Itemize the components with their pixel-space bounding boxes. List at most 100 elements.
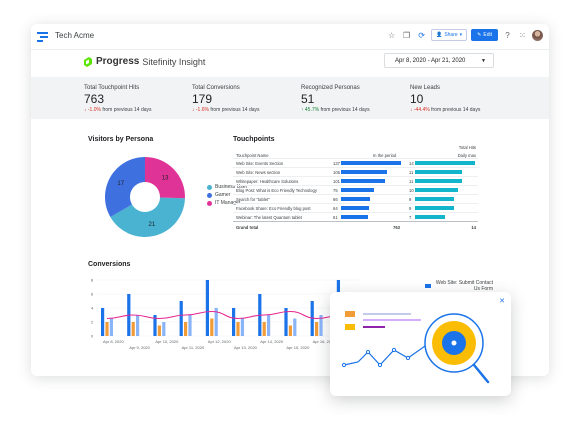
table-row[interactable]: Blog Post: What is Eco Friendly Technolo… [233, 185, 478, 194]
bar[interactable] [157, 325, 161, 337]
bar[interactable] [179, 301, 183, 336]
conversions-title: Conversions [88, 261, 131, 268]
pie-slice-label: 13 [162, 176, 169, 182]
caret-down-icon: ▼ [481, 57, 486, 64]
table-row[interactable]: Webinar: The latest Quantum tablet 61 7 [233, 212, 478, 221]
bar[interactable] [262, 322, 266, 336]
kpi-change-row: ↓ -1.0% from previous 14 days [84, 107, 152, 113]
kpi-change: ↓ -1.6% [192, 107, 209, 113]
analytics-illustration-card: ✕ [330, 292, 511, 396]
refresh-icon[interactable]: ⟳ [418, 30, 425, 40]
kpi-change-row: ↓ -44.4% from previous 14 days [410, 107, 480, 113]
bar[interactable] [210, 318, 214, 337]
bar[interactable] [109, 318, 113, 337]
bar[interactable] [162, 322, 166, 336]
kpi-change: ↑ 45.7% [301, 107, 320, 113]
pie-slice-gamer[interactable] [105, 157, 145, 217]
daily-bar [415, 161, 475, 165]
persona-legend: Business User Gamer IT Manager [207, 184, 247, 208]
kpi-recognized-personas: Recognized Personas 51 ↑ 45.7% from prev… [301, 85, 370, 113]
y-tick-label: 6 [91, 292, 94, 297]
trend-line[interactable] [106, 310, 343, 320]
daily-value: 11 [409, 170, 414, 175]
legend-item[interactable]: IT Manager [207, 200, 247, 206]
edit-label: Edit [483, 32, 492, 38]
star-icon[interactable]: ☆ [387, 30, 396, 40]
table-row[interactable]: Whitepaper: Healthcare Solutions 101 11 [233, 176, 478, 185]
x-tick-label: Apr 10, 2020 [155, 339, 179, 344]
period-value: 64 [333, 206, 338, 211]
x-tick-label: Apr 13, 2020 [234, 345, 258, 350]
analytics-illustration [341, 311, 490, 384]
kpi-value: 179 [192, 92, 213, 106]
col-name-header[interactable]: Touchpoint Name [236, 153, 269, 158]
bar[interactable] [236, 322, 240, 336]
persona-pie-chart[interactable]: 21 17 13 [85, 152, 205, 242]
x-tick-label: Apr 14, 2020 [260, 339, 284, 344]
bar[interactable] [319, 315, 323, 336]
table-body: Web Site: Events Section 137 14 Web Site: N… [233, 158, 478, 221]
table-row[interactable]: Search for "tablet" 66 9 [233, 194, 478, 203]
total-hits-header: Total Hits [458, 145, 476, 150]
bar[interactable] [188, 315, 192, 336]
daily-value: 10 [409, 188, 414, 193]
col-daily-header[interactable]: Daily max [457, 153, 476, 158]
bar[interactable] [240, 318, 244, 337]
kpi-new-leads: New Leads 10 ↓ -44.4% from previous 14 d… [410, 85, 480, 113]
app-logo-icon[interactable] [37, 31, 48, 43]
period-value: 101 [333, 179, 340, 184]
bar[interactable] [293, 318, 297, 337]
toolbar: ☆ ❐ ⟳ 👤 Share ▾ ✎ Edit ? ⁙ [386, 29, 543, 41]
period-bar [341, 197, 370, 201]
illustration-trend-points [341, 347, 411, 368]
col-period-header[interactable]: In the period [373, 153, 397, 158]
daily-bar [415, 170, 463, 174]
copy-icon[interactable]: ❐ [402, 30, 411, 40]
legend-item[interactable]: Web Site: Submit Contact Us Form [425, 280, 493, 292]
pie-slice-business-user[interactable] [110, 197, 185, 237]
daily-value: 9 [409, 206, 412, 211]
touchpoints-table: Total Hits Touchpoint Name In the period… [233, 145, 478, 231]
x-tick-label: Apr 16, 2020 [313, 339, 337, 344]
bar[interactable] [205, 280, 209, 336]
bar[interactable] [153, 315, 157, 336]
bar[interactable] [184, 322, 188, 336]
bar[interactable] [315, 322, 319, 336]
bar[interactable] [131, 322, 135, 336]
kpi-change: ↓ -44.4% [410, 107, 430, 113]
bar[interactable] [136, 315, 140, 336]
table-row[interactable]: Web Site: News section 106 11 [233, 167, 478, 176]
kpi-value: 51 [301, 92, 315, 106]
table-row[interactable]: Facebook Share: Eco Friendly blog post 64… [233, 203, 478, 212]
share-button[interactable]: 👤 Share ▾ [431, 29, 468, 41]
date-range-select[interactable]: Apr 8, 2020 - Apr 21, 2020 ▼ [384, 53, 494, 68]
legend-item[interactable]: Gamer [207, 192, 247, 198]
x-tick-label: Apr 11, 2020 [182, 345, 205, 350]
bar[interactable] [214, 308, 218, 336]
bar[interactable] [288, 325, 292, 337]
conversions-chart[interactable]: 8 6 4 2 0 Apr 8, 2020 Apr 10, 2020 Apr 12, 2020… [81, 276, 361, 356]
pie-slice-it-manager[interactable] [145, 157, 185, 199]
pie-slice-label: 17 [117, 181, 124, 187]
illustration-orange-block [345, 311, 355, 317]
close-icon[interactable]: ✕ [499, 298, 505, 305]
x-tick-label: Apr 9, 2020 [129, 345, 150, 350]
bar[interactable] [101, 308, 105, 336]
progress-logo-icon [84, 56, 92, 67]
avatar[interactable] [532, 29, 543, 41]
bar[interactable] [284, 308, 288, 336]
apps-icon[interactable]: ⁙ [519, 30, 526, 40]
legend-swatch [207, 184, 212, 190]
bar[interactable] [267, 315, 271, 336]
bar[interactable] [105, 322, 109, 336]
x-tick-label: Apr 12, 2020 [208, 339, 232, 344]
help-icon[interactable]: ? [505, 30, 510, 40]
bar[interactable] [232, 308, 236, 336]
kpi-label: Total Touchpoint Hits [84, 85, 140, 91]
legend-item[interactable]: Business User [207, 184, 247, 190]
table-row[interactable]: Web Site: Events Section 137 14 [233, 158, 478, 167]
illustration-line [363, 319, 421, 321]
edit-button[interactable]: ✎ Edit [471, 29, 498, 41]
daily-bar [415, 206, 454, 210]
table-header: Total Hits Touchpoint Name In the period… [233, 145, 478, 158]
